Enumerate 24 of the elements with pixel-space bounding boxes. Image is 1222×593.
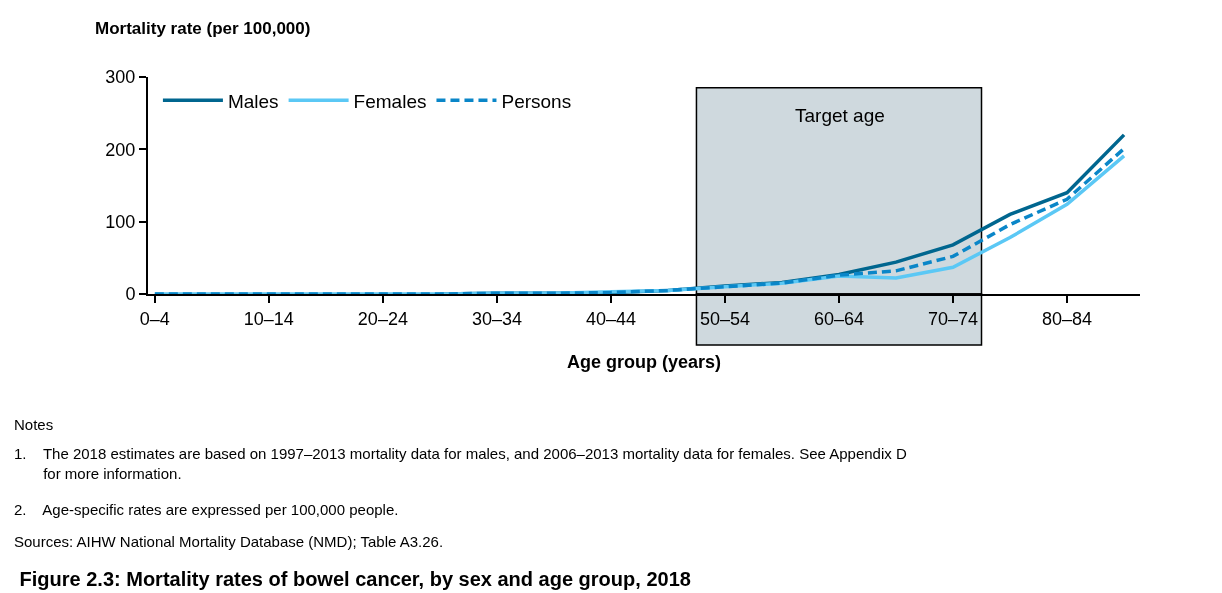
y-tick-label: 0 bbox=[125, 284, 136, 305]
y-axis-title: Mortality rate (per 100,000) bbox=[95, 19, 311, 38]
x-tick-label: 0–4 bbox=[139, 308, 170, 329]
x-tick-label: 80–84 bbox=[1042, 308, 1093, 329]
band-label: Target age bbox=[795, 105, 885, 126]
legend-label: Females bbox=[353, 90, 427, 112]
source-note: Sources: AIHW National Mortality Database (NMD); Table A3.26. bbox=[14, 533, 444, 550]
x-tick-label: 40–44 bbox=[585, 308, 636, 329]
text: Figure 2.3: Mortality rates of bowel cancer, by sex and age group, 2018 bbox=[19, 567, 691, 590]
y-tick-label: 200 bbox=[105, 139, 136, 160]
text: Notes bbox=[14, 416, 54, 433]
x-tick-label: 50–54 bbox=[699, 308, 750, 329]
text: 1. The 2018 estimates are based on 1997–2013 mortality data for males, and 2006–2013 mortality data for females. See Appendix D for more information. bbox=[14, 445, 907, 482]
y-tick-label: 300 bbox=[105, 67, 136, 88]
x-tick-label: 20–24 bbox=[357, 308, 408, 329]
x-tick-label: 60–64 bbox=[813, 308, 865, 329]
x-axis-title: Age group (years) bbox=[566, 352, 722, 373]
x-tick-label: 30–34 bbox=[471, 308, 522, 329]
text: 2. Age-specific rates are expressed per 100,000 people. bbox=[14, 501, 399, 518]
legend-label: Males bbox=[227, 90, 279, 112]
x-tick-label: 70–74 bbox=[927, 308, 979, 329]
legend-label: Persons bbox=[501, 90, 572, 112]
x-tick-label: 10–14 bbox=[243, 308, 294, 329]
y-tick-label: 100 bbox=[105, 211, 136, 232]
